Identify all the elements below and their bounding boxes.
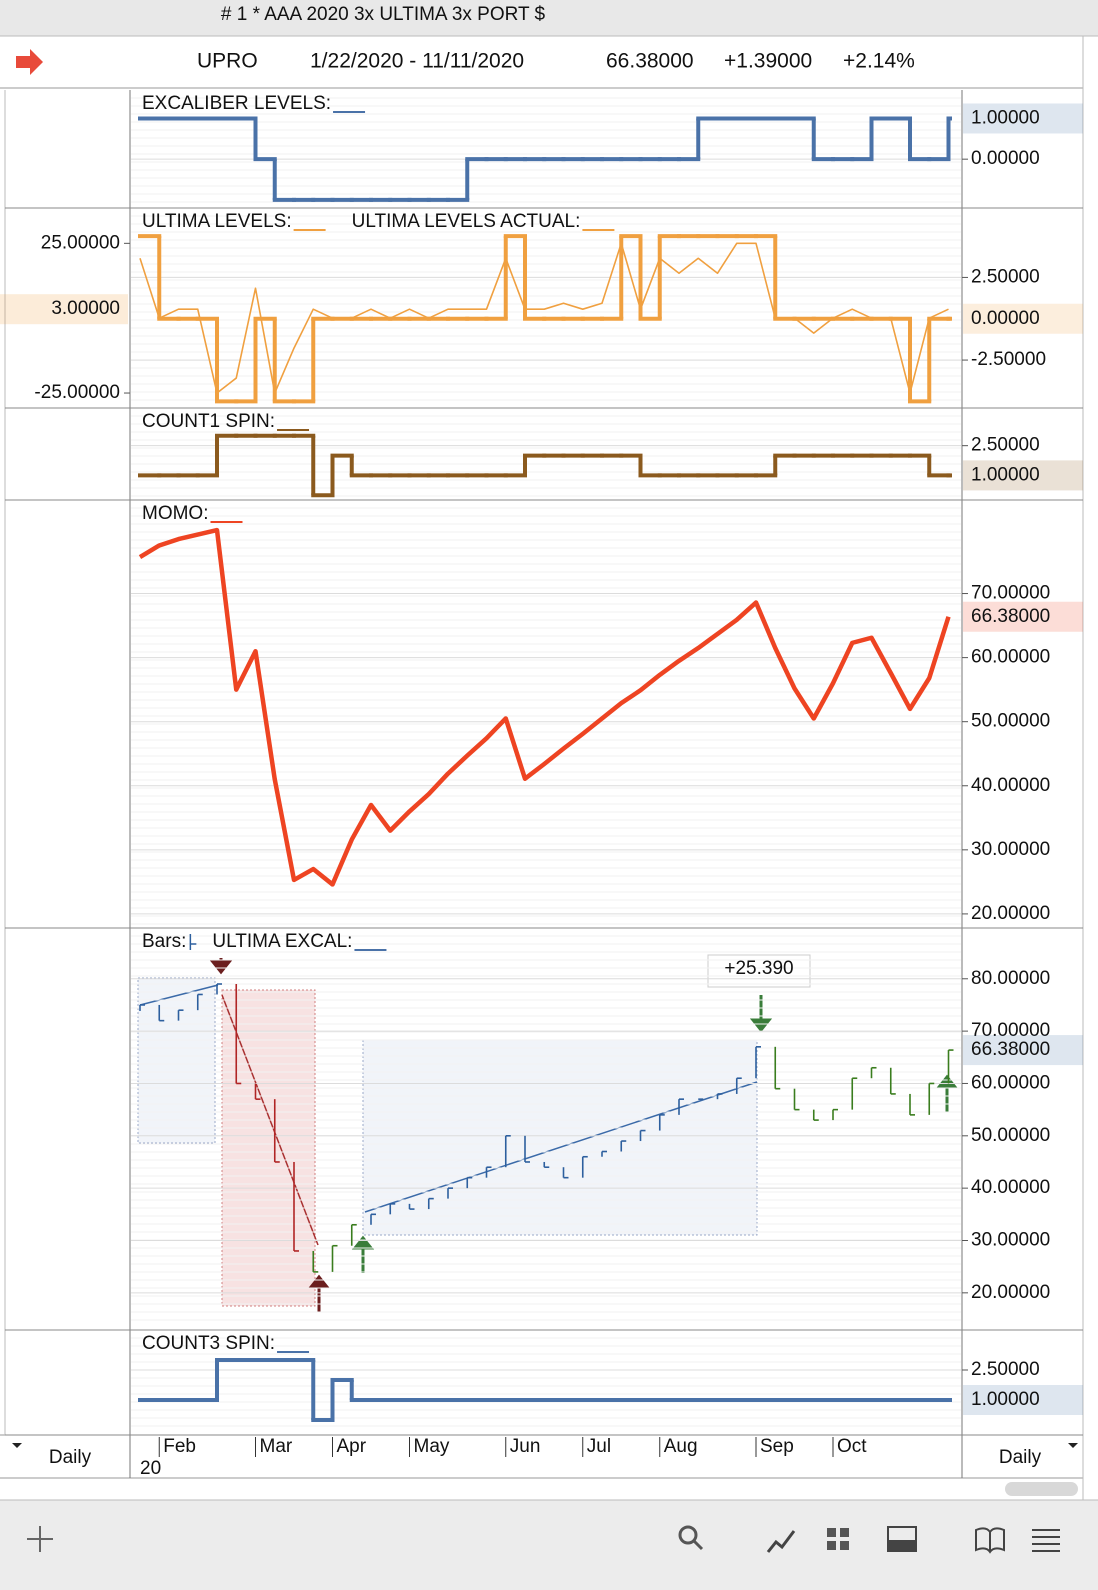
y-tick-label: 40.00000 <box>971 775 1050 796</box>
legend-entry: MOMO: <box>142 503 209 524</box>
arrow-icon[interactable] <box>16 49 43 75</box>
book-button[interactable] <box>975 1527 1005 1554</box>
x-tick-label: Feb <box>163 1436 196 1457</box>
last-value-badge <box>963 1385 1083 1415</box>
y-tick-label: 40.00000 <box>971 1177 1050 1198</box>
dropdown-icon[interactable] <box>12 1443 22 1448</box>
y-tick-label: 2.50000 <box>971 435 1040 456</box>
last-value-label: 0.00000 <box>971 308 1040 329</box>
menu-button[interactable] <box>1032 1529 1060 1552</box>
legend-entry: ULTIMA EXCAL: <box>212 931 352 952</box>
window-title: # 1 * AAA 2020 3x ULTIMA 3x PORT $ <box>221 4 546 25</box>
last-value-label: 1.00000 <box>971 1389 1040 1410</box>
series-line <box>139 242 949 394</box>
legend-entry: COUNT1 SPIN: <box>142 411 275 432</box>
last-value-label: 3.00000 <box>51 298 120 319</box>
buy-arrow <box>935 1074 959 1112</box>
search-button[interactable] <box>678 1525 704 1551</box>
last-value-label: 1.00000 <box>971 464 1040 485</box>
y-tick-label: 60.00000 <box>971 647 1050 668</box>
change-pct: +2.14% <box>843 50 915 73</box>
x-tick-label: Jun <box>510 1436 541 1457</box>
last-value-badge <box>963 303 1083 334</box>
last-value-badge <box>963 460 1083 491</box>
legend-entry: COUNT3 SPIN: <box>142 1333 275 1354</box>
dropdown-icon[interactable] <box>1068 1443 1078 1448</box>
y-tick-label: 30.00000 <box>971 1230 1050 1251</box>
y-tick-label: 50.00000 <box>971 1125 1050 1146</box>
sell-arrow <box>209 958 233 975</box>
last-value-badge <box>963 1035 1083 1066</box>
y2-tick-label: -25.00000 <box>34 382 120 403</box>
y-tick-label: 70.00000 <box>971 583 1050 604</box>
x-tick-label: Sep <box>760 1436 794 1457</box>
date-range: 1/22/2020 - 11/11/2020 <box>310 50 524 73</box>
y-tick-label: 0.00000 <box>971 148 1040 169</box>
scrollbar[interactable] <box>1005 1482 1078 1496</box>
toolbar <box>0 1500 1098 1590</box>
regression-line <box>139 984 219 1006</box>
last-price: 66.38000 <box>606 50 694 73</box>
x-tick-label: Mar <box>260 1436 293 1457</box>
period-left[interactable]: Daily <box>49 1447 92 1468</box>
add-button[interactable] <box>27 1526 53 1552</box>
y-tick-label: 50.00000 <box>971 711 1050 732</box>
series-line <box>138 527 951 887</box>
channel-box <box>221 989 316 1307</box>
legend-entry: EXCALIBER LEVELS: <box>142 93 331 114</box>
annotation: +25.390 <box>724 958 793 979</box>
layout-button[interactable] <box>827 1528 849 1550</box>
y-tick-label: 60.00000 <box>971 1072 1050 1093</box>
year-label: 20 <box>140 1458 161 1479</box>
y-tick-label: -2.50000 <box>971 349 1046 370</box>
y-tick-label: 20.00000 <box>971 1282 1050 1303</box>
symbol: UPRO <box>197 50 258 73</box>
last-value-label: 1.00000 <box>971 107 1040 128</box>
period-right[interactable]: Daily <box>999 1447 1042 1468</box>
legend-entry: ULTIMA LEVELS: <box>142 211 292 232</box>
x-tick-label: May <box>414 1436 450 1457</box>
x-tick-label: Oct <box>837 1436 867 1457</box>
chart-button[interactable] <box>766 1530 796 1553</box>
y-tick-label: 20.00000 <box>971 903 1050 924</box>
panel-button[interactable] <box>887 1526 917 1552</box>
buy-arrow <box>307 1274 331 1312</box>
y-tick-label: 70.00000 <box>971 1020 1050 1041</box>
title-bar <box>0 0 1098 36</box>
x-tick-label: Aug <box>664 1436 698 1457</box>
y-tick-label: 30.00000 <box>971 839 1050 860</box>
legend-glyph <box>189 934 197 950</box>
last-value-badge <box>963 103 1083 134</box>
last-value-label: 66.38000 <box>971 606 1050 627</box>
x-tick-label: Apr <box>337 1436 367 1457</box>
channel-box <box>137 977 216 1144</box>
y2-tick-label: 25.00000 <box>41 232 120 253</box>
legend-entry: Bars: <box>142 931 186 952</box>
y-tick-label: 2.50000 <box>971 266 1040 287</box>
x-tick-label: Jul <box>587 1436 611 1457</box>
last-value-label: 66.38000 <box>971 1039 1050 1060</box>
last-value-badge <box>963 601 1083 632</box>
change: +1.39000 <box>724 50 812 73</box>
last-value-badge <box>0 294 128 325</box>
legend-entry: ULTIMA LEVELS ACTUAL: <box>352 211 581 232</box>
y-tick-label: 2.50000 <box>971 1359 1040 1380</box>
y-tick-label: 80.00000 <box>971 968 1050 989</box>
channel-box <box>362 1039 758 1236</box>
